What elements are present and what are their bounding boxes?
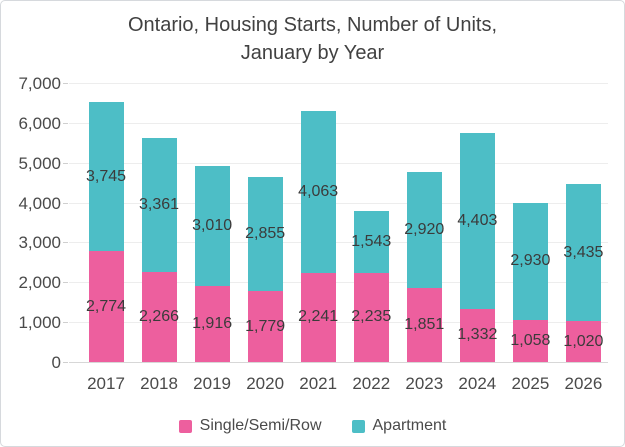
x-axis-label: 2024 [458, 374, 497, 393]
data-label: 4,403 [457, 212, 498, 230]
bar-segment-apartment-2026[interactable] [565, 184, 601, 322]
bar-segment-single-semi-row-2017[interactable] [88, 251, 124, 362]
x-axis-label: 2025 [511, 374, 550, 393]
y-axis-label: 4,000 [18, 193, 61, 213]
data-label: 2,241 [298, 308, 339, 326]
y-axis-tick [63, 83, 68, 84]
legend-item-single-semi-row[interactable]: Single/Semi/Row [178, 417, 322, 435]
data-label: 1,020 [563, 332, 604, 350]
data-label: 2,266 [139, 307, 180, 325]
bar-segment-apartment-2019[interactable] [194, 165, 230, 286]
bar-segment-apartment-2025[interactable] [512, 203, 548, 320]
chart-title: Ontario, Housing Starts, Number of Units… [1, 11, 624, 67]
y-axis-tick [63, 162, 68, 164]
bar-segment-single-semi-row-2018[interactable] [141, 271, 177, 362]
legend-label: Apartment [372, 417, 447, 434]
legend-label: Single/Semi/Row [199, 417, 322, 434]
bar-segment-apartment-2024[interactable] [459, 133, 495, 309]
gridline [69, 162, 608, 164]
gridline [69, 83, 608, 84]
bar-segment-single-semi-row-2020[interactable] [247, 291, 283, 362]
y-axis-tick [63, 282, 68, 284]
x-axis-label: 2018 [140, 374, 178, 393]
y-axis-label: 3,000 [18, 233, 61, 253]
data-label: 3,361 [139, 195, 180, 213]
legend: Single/Semi/Row Apartment [1, 417, 624, 435]
x-axis-label: 2022 [352, 374, 391, 393]
bar-segment-single-semi-row-2025[interactable] [512, 319, 548, 362]
y-axis-label: 7,000 [18, 74, 61, 93]
gridline [69, 282, 608, 284]
data-label: 3,010 [192, 216, 233, 234]
data-label: 2,235 [351, 308, 392, 326]
y-axis-tick [63, 242, 68, 244]
bar-segment-single-semi-row-2026[interactable] [565, 321, 601, 362]
bar-segment-apartment-2022[interactable] [353, 211, 389, 273]
x-axis-label: 2017 [87, 374, 125, 393]
data-label: 1,332 [457, 326, 498, 344]
data-label: 1,851 [404, 316, 445, 334]
x-axis-label: 2021 [299, 374, 338, 393]
data-label: 2,920 [404, 221, 445, 239]
y-axis-label: 6,000 [18, 113, 61, 133]
legend-swatch-icon [178, 419, 192, 433]
bar-segment-single-semi-row-2021[interactable] [300, 272, 336, 362]
bar-segment-apartment-2023[interactable] [406, 171, 442, 289]
bar-segment-apartment-2021[interactable] [300, 110, 336, 273]
gridline [69, 322, 608, 324]
x-axis-line [69, 362, 608, 363]
x-axis-label: 2026 [564, 374, 603, 393]
legend-swatch-icon [351, 419, 365, 433]
data-label: 1,779 [245, 317, 286, 335]
y-axis-tick [63, 122, 68, 124]
data-label: 1,543 [351, 233, 392, 251]
y-axis-tick [63, 202, 68, 204]
data-label: 1,916 [192, 314, 233, 332]
bar-segment-apartment-2018[interactable] [141, 137, 177, 272]
bar-segment-single-semi-row-2019[interactable] [194, 285, 230, 362]
chart-title-line-1: Ontario, Housing Starts, Number of Units… [127, 14, 498, 36]
data-label: 2,774 [85, 297, 127, 315]
x-axis-label: 2019 [193, 374, 231, 393]
legend-item-apartment[interactable]: Apartment [351, 417, 447, 435]
x-axis-label: 2023 [405, 374, 444, 393]
data-label: 2,855 [245, 225, 286, 243]
y-axis-tick [63, 322, 68, 324]
data-label: 1,058 [510, 331, 551, 349]
chart-title-line-2: January by Year [240, 42, 385, 64]
bar-segment-single-semi-row-2023[interactable] [406, 288, 442, 362]
y-axis-tick [63, 362, 68, 363]
bar-segment-single-semi-row-2024[interactable] [459, 308, 495, 362]
y-axis-label: 2,000 [18, 273, 61, 293]
data-label: 4,063 [298, 182, 339, 200]
y-axis-label: 1,000 [18, 313, 61, 333]
bar-segment-apartment-2017[interactable] [88, 102, 124, 252]
bar-segment-single-semi-row-2022[interactable] [353, 272, 389, 362]
data-label: 2,930 [510, 252, 551, 270]
bar-segment-apartment-2020[interactable] [247, 177, 283, 292]
x-axis-label: 2020 [246, 374, 285, 393]
data-label: 3,745 [85, 167, 127, 185]
y-axis-label: 5,000 [18, 153, 61, 173]
data-label: 3,435 [563, 243, 604, 261]
gridline [69, 202, 608, 204]
y-axis-label: 0 [51, 353, 61, 372]
gridline [69, 122, 608, 124]
gridline [69, 242, 608, 244]
